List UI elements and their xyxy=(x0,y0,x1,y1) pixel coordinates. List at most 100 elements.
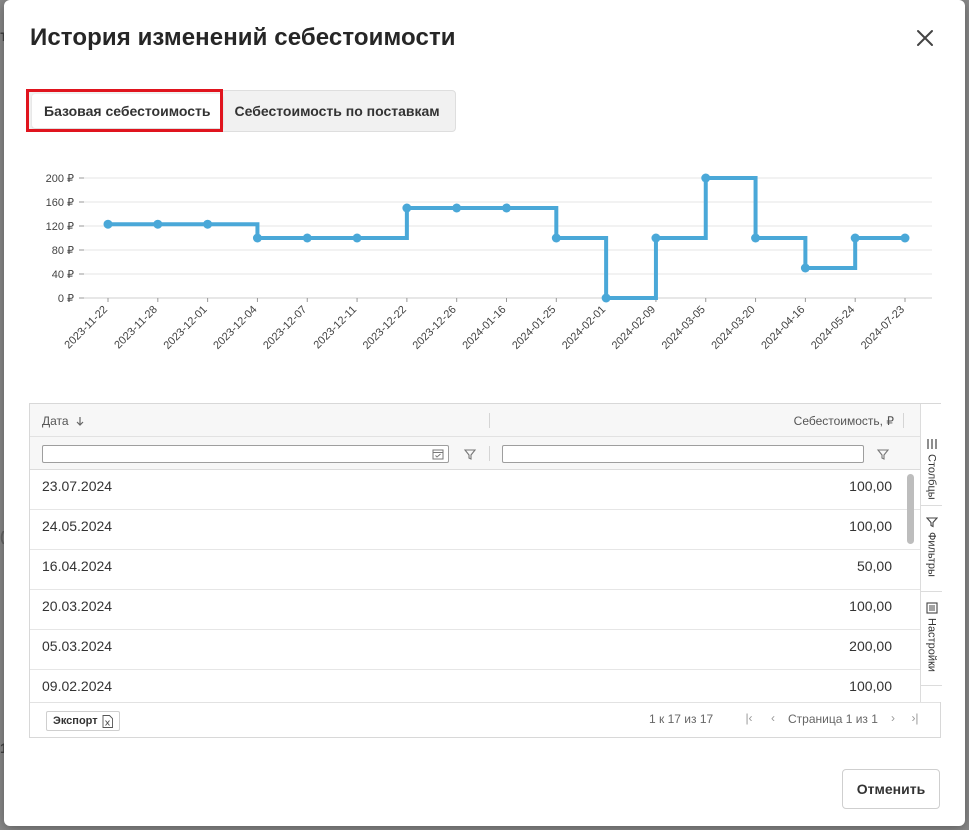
table-body: 23.07.2024 100,00 24.05.2024 100,00 16.0… xyxy=(30,470,920,702)
side-tab-settings-label: Настройки xyxy=(925,618,938,672)
x-tick-label: 2024-01-25 xyxy=(510,304,558,352)
x-tick-label: 2024-02-01 xyxy=(560,304,608,352)
column-header-date-label: Дата xyxy=(42,413,69,428)
first-page-icon[interactable]: |‹ xyxy=(745,711,753,725)
arrow-down-icon xyxy=(76,416,84,426)
data-point xyxy=(352,233,362,243)
side-tab-settings[interactable]: Настройки xyxy=(921,592,942,686)
x-tick-label: 2024-04-16 xyxy=(759,304,807,352)
cell-cost: 50,00 xyxy=(856,558,892,574)
column-separator xyxy=(903,413,904,428)
cell-cost: 100,00 xyxy=(849,678,892,694)
column-header-date[interactable]: Дата xyxy=(42,404,85,437)
data-point xyxy=(601,293,611,303)
x-tick-label: 2023-12-11 xyxy=(311,304,359,352)
cell-cost: 100,00 xyxy=(849,518,892,534)
cell-cost: 100,00 xyxy=(849,478,892,494)
data-point xyxy=(551,233,561,243)
tab-bar: Базовая себестоимость Себестоимость по п… xyxy=(28,90,456,132)
cell-cost: 100,00 xyxy=(849,598,892,614)
background-fragment: т xyxy=(0,28,8,46)
cost-history-table: Дата Себестоимость, ₽ xyxy=(29,403,942,738)
table-header: Дата Себестоимость, ₽ xyxy=(30,404,920,437)
data-point xyxy=(751,233,761,243)
filter-icon xyxy=(925,517,938,528)
side-tab-columns[interactable]: Столбцы xyxy=(921,428,942,506)
calendar-icon[interactable] xyxy=(432,448,444,460)
data-point xyxy=(153,219,163,229)
cell-date: 16.04.2024 xyxy=(42,558,113,574)
cell-date: 09.02.2024 xyxy=(42,678,113,694)
side-tab-filters-label: Фильтры xyxy=(925,532,938,577)
page-indicator: Страница 1 из 1 xyxy=(788,712,878,726)
cancel-button[interactable]: Отменить xyxy=(842,769,940,809)
column-separator xyxy=(489,413,490,428)
columns-icon xyxy=(926,439,937,449)
cell-cost: 200,00 xyxy=(849,638,892,654)
side-tab-filters[interactable]: Фильтры xyxy=(921,506,942,592)
table-row[interactable]: 05.03.2024 200,00 xyxy=(30,630,920,670)
x-tick-label: 2024-03-05 xyxy=(660,304,708,352)
cell-date: 05.03.2024 xyxy=(42,638,113,654)
data-point xyxy=(252,233,262,243)
filter-icon[interactable] xyxy=(462,446,478,462)
x-tick-label: 2024-03-20 xyxy=(709,304,757,352)
cost-history-dialog: История изменений себестоимости Базовая … xyxy=(4,0,965,826)
cost-history-chart: 0 ₽40 ₽80 ₽120 ₽160 ₽200 ₽2023-11-22 2023… xyxy=(46,173,932,352)
x-tick-label: 2024-07-23 xyxy=(859,304,907,352)
data-point xyxy=(701,173,711,183)
data-point xyxy=(103,219,113,229)
data-point xyxy=(203,219,213,229)
table-row[interactable]: 09.02.2024 100,00 xyxy=(30,670,920,702)
next-page-icon[interactable]: › xyxy=(891,711,895,725)
x-tick-label: 2023-11-22 xyxy=(62,304,110,352)
data-point xyxy=(452,203,462,213)
x-tick-label: 2023-12-04 xyxy=(211,304,259,352)
export-button[interactable]: Экспорт xyxy=(46,711,120,731)
y-tick-label: 200 ₽ xyxy=(46,173,74,185)
vertical-scrollbar[interactable] xyxy=(907,474,914,544)
data-point xyxy=(850,233,860,243)
x-tick-label: 2023-12-22 xyxy=(361,304,409,352)
y-tick-label: 40 ₽ xyxy=(52,269,74,281)
column-separator xyxy=(489,446,490,461)
data-point xyxy=(402,203,412,213)
x-tick-label: 2024-05-24 xyxy=(809,304,857,352)
export-button-label: Экспорт xyxy=(53,715,98,727)
previous-page-icon[interactable]: ‹ xyxy=(771,711,775,725)
x-tick-label: 2023-11-28 xyxy=(112,304,160,352)
column-header-cost-label: Себестоимость, ₽ xyxy=(793,413,894,428)
cost-filter-input[interactable] xyxy=(502,445,864,463)
data-point xyxy=(800,263,810,273)
side-tab-columns-label: Столбцы xyxy=(925,454,938,500)
data-point xyxy=(502,203,511,213)
y-tick-label: 120 ₽ xyxy=(46,221,74,233)
y-tick-label: 160 ₽ xyxy=(46,197,74,209)
background-fragment: 1 xyxy=(0,740,8,756)
data-point xyxy=(651,233,661,243)
dialog-title: История изменений себестоимости xyxy=(30,24,456,51)
x-tick-label: 2024-01-16 xyxy=(460,304,508,352)
data-point xyxy=(302,233,312,243)
last-page-icon[interactable]: ›| xyxy=(911,711,919,725)
table-row[interactable]: 24.05.2024 100,00 xyxy=(30,510,920,550)
close-button[interactable] xyxy=(913,26,937,50)
tab-base-cost[interactable]: Базовая себестоимость xyxy=(32,94,223,128)
series-line xyxy=(108,176,905,300)
row-range-text: 1 к 17 из 17 xyxy=(649,712,714,726)
background-fragment: ( xyxy=(0,528,5,544)
table-row[interactable]: 16.04.2024 50,00 xyxy=(30,550,920,590)
side-panel: Столбцы Фильтры Настройки xyxy=(920,404,942,702)
tab-supply-cost[interactable]: Себестоимость по поставкам xyxy=(234,103,440,119)
x-tick-label: 2023-12-07 xyxy=(261,304,309,352)
column-header-cost[interactable]: Себестоимость, ₽ xyxy=(794,404,894,437)
excel-icon xyxy=(102,714,113,728)
x-tick-label: 2024-02-09 xyxy=(610,304,658,352)
date-filter-input[interactable] xyxy=(42,445,449,463)
x-tick-label: 2023-12-26 xyxy=(411,304,459,352)
table-row[interactable]: 20.03.2024 100,00 xyxy=(30,590,920,630)
table-row[interactable]: 23.07.2024 100,00 xyxy=(30,470,920,510)
data-point xyxy=(900,233,910,243)
table-footer: Экспорт 1 к 17 из 17 |‹ ‹ Страница 1 из … xyxy=(30,702,940,737)
filter-icon[interactable] xyxy=(875,446,891,462)
